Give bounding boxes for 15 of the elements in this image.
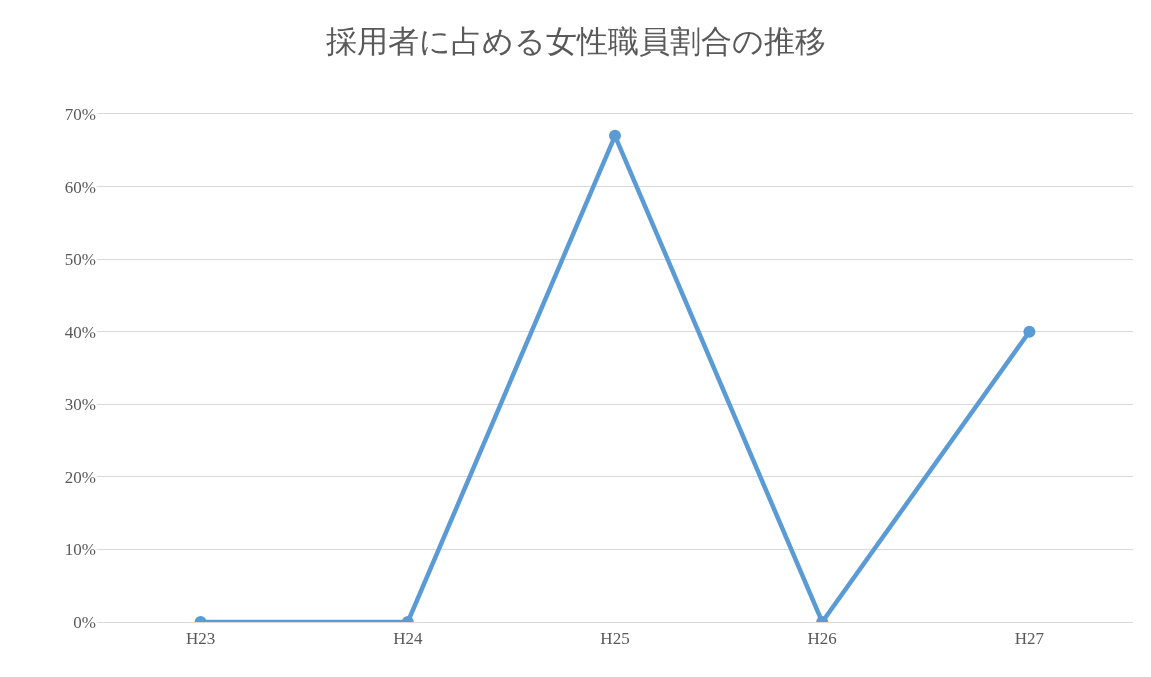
x-tick-label: H24: [393, 628, 423, 648]
x-tick-label: H23: [185, 628, 216, 648]
x-tick-label: H26: [807, 628, 837, 648]
y-tick-label: 40%: [64, 322, 96, 342]
y-tick-label: 50%: [64, 250, 96, 270]
x-tick-label: H25: [600, 628, 630, 648]
chart-title: 採用者に占める女性職員割合の推移: [325, 24, 826, 60]
y-tick-label: 70%: [64, 104, 96, 124]
y-tick-label: 60%: [64, 177, 96, 197]
y-tick-label: 0%: [73, 612, 96, 632]
y-tick-label: 30%: [64, 395, 96, 415]
y-tick-label: 10%: [64, 540, 96, 560]
x-tick-label: H27: [1014, 628, 1045, 648]
y-tick-label: 20%: [64, 467, 96, 487]
point: [1023, 325, 1036, 338]
